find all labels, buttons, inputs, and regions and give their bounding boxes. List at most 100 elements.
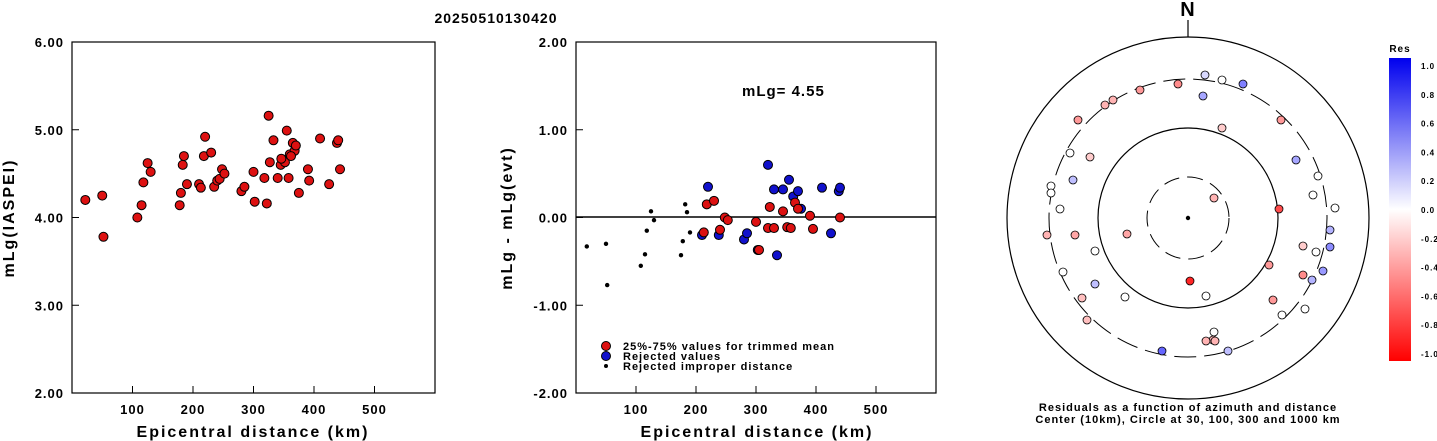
improper-point	[603, 241, 609, 247]
station-marker	[1100, 100, 1110, 110]
station-marker	[1135, 85, 1145, 95]
colorbar-label: -1.0	[1421, 350, 1437, 359]
caption-line-2: Center (10km), Circle at 30, 100, 300 an…	[1035, 414, 1340, 426]
station-marker	[1313, 171, 1323, 181]
station-marker	[1201, 336, 1211, 346]
station-marker	[1276, 115, 1286, 125]
mlg-annotation: mLg= 4.55	[742, 83, 825, 100]
station-marker	[1325, 225, 1335, 235]
improper-point	[683, 202, 688, 207]
station-marker	[1209, 193, 1219, 203]
middle-x-tick-label: 200	[684, 402, 709, 417]
center-point	[1185, 215, 1191, 221]
left-x-tick-label: 500	[362, 402, 387, 417]
rejected-point	[769, 184, 779, 195]
improper-point	[584, 244, 589, 249]
left-point	[132, 212, 143, 223]
left-point	[263, 110, 274, 121]
middle-x-tick-label: 400	[804, 402, 829, 417]
colorbar-label: 0.8	[1421, 91, 1435, 100]
middle-residual-panel: 100 200 300 400 500 -2.00 -1.00 0.00 1.00 2.00 m…	[499, 35, 937, 441]
left-x-tick-label: 100	[120, 402, 145, 417]
trimmed-point	[778, 206, 788, 217]
rejected-point	[772, 250, 782, 261]
trimmed-point	[835, 212, 845, 223]
middle-trimmed-points	[698, 195, 845, 255]
improper-point	[651, 217, 657, 223]
left-point	[259, 173, 270, 184]
left-point	[206, 147, 217, 158]
left-point	[272, 173, 283, 184]
caption-line-1: Residuals as a function of azimuth and d…	[1039, 402, 1337, 414]
station-marker	[1268, 295, 1278, 305]
left-point	[290, 140, 301, 151]
left-point	[324, 179, 335, 190]
left-data-points	[80, 110, 346, 242]
left-point	[286, 151, 297, 162]
left-point	[333, 135, 344, 146]
left-point	[276, 153, 287, 164]
station-marker	[1274, 204, 1284, 214]
rejected-point	[778, 184, 788, 195]
trimmed-point	[764, 201, 775, 212]
colorbar-label: 0.2	[1421, 177, 1435, 186]
left-point	[293, 187, 304, 198]
trimmed-point	[754, 244, 764, 255]
station-marker	[1308, 190, 1318, 200]
station-marker	[1264, 260, 1274, 270]
left-y-tick-label: 4.00	[35, 211, 64, 226]
left-point	[249, 196, 260, 207]
left-point	[97, 190, 108, 201]
middle-y-tick-label: -1.00	[533, 298, 568, 313]
middle-x-tick-label: 500	[864, 402, 889, 417]
ring-300km	[1048, 78, 1328, 358]
middle-y-tick-label: 2.00	[539, 35, 568, 50]
left-point	[283, 173, 294, 184]
station-marker	[1058, 267, 1068, 277]
improper-point	[684, 210, 690, 215]
station-marker	[1277, 310, 1287, 320]
station-marker	[1300, 304, 1310, 314]
middle-improper-points	[584, 202, 693, 288]
left-point	[264, 157, 275, 168]
trimmed-point	[785, 223, 796, 234]
station-marker	[1082, 315, 1092, 325]
station-marker	[1065, 148, 1075, 158]
station-marker	[1046, 188, 1056, 198]
improper-point	[678, 253, 684, 258]
middle-y-axis-label: mLg - mLg(evt)	[499, 146, 516, 290]
left-point	[302, 164, 313, 175]
improper-point	[638, 263, 643, 268]
rejected-point	[835, 182, 845, 193]
trimmed-point	[769, 223, 779, 234]
station-marker	[1217, 123, 1227, 133]
left-point	[175, 187, 186, 198]
station-marker	[1120, 292, 1130, 302]
left-x-ticks: 100 200 300 400 500	[120, 386, 387, 417]
station-marker	[1055, 204, 1065, 214]
improper-point	[644, 228, 649, 233]
trimmed-point	[793, 203, 803, 214]
left-point	[335, 164, 346, 175]
left-y-tick-label: 5.00	[35, 123, 64, 138]
left-point	[261, 198, 272, 209]
left-point	[98, 231, 109, 242]
station-marker	[1298, 270, 1308, 280]
improper-point	[605, 282, 610, 288]
left-x-axis-label: Epicentral distance (km)	[137, 424, 370, 441]
station-marker	[1077, 293, 1087, 303]
left-y-tick-label: 2.00	[35, 386, 64, 401]
station-marker	[1070, 230, 1080, 240]
left-point	[248, 166, 259, 177]
left-x-tick-label: 400	[302, 402, 327, 417]
left-point	[219, 168, 230, 179]
colorbar-label: 0.0	[1421, 206, 1435, 215]
station-marker	[1291, 155, 1301, 165]
station-marker	[1073, 115, 1083, 125]
middle-x-tick-label: 100	[624, 402, 649, 417]
rejected-point	[817, 182, 827, 193]
legend-label-trimmed: 25%-75% values for trimmed mean	[623, 341, 835, 353]
colorbar-label: -0.8	[1421, 321, 1437, 330]
left-x-tick-label: 200	[181, 402, 206, 417]
station-marker	[1223, 346, 1233, 356]
